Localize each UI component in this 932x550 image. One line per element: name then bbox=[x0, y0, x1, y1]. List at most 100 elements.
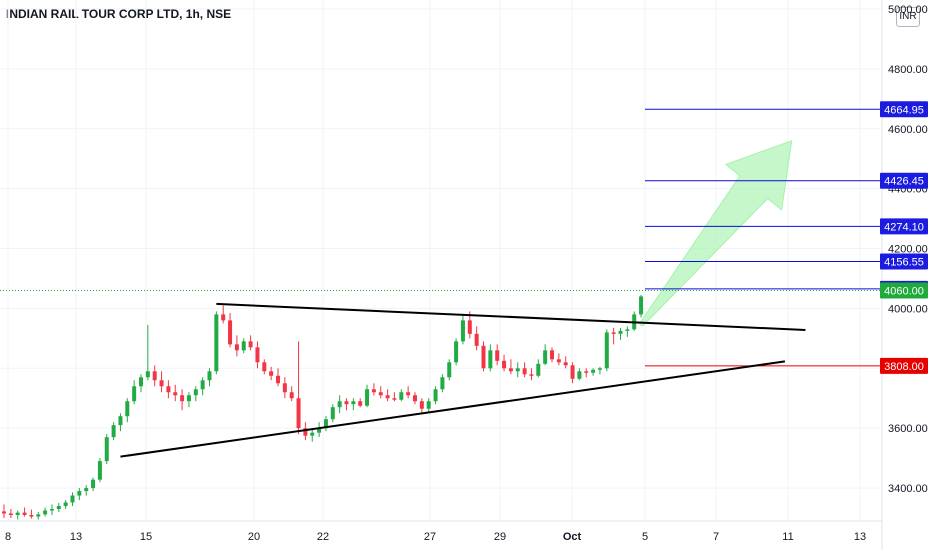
price-levels bbox=[0, 108, 882, 367]
grid bbox=[0, 0, 882, 521]
candle-body bbox=[474, 333, 479, 346]
target-price-label-bg bbox=[880, 172, 928, 189]
candle-body bbox=[413, 395, 417, 402]
candle-body bbox=[447, 362, 452, 378]
candle-body bbox=[56, 506, 61, 510]
time-tick-label: Oct bbox=[563, 531, 582, 543]
candle-body bbox=[323, 419, 328, 429]
candle-body bbox=[255, 347, 260, 363]
candle-body bbox=[563, 362, 568, 366]
current-price-label-bg bbox=[880, 282, 928, 299]
candle-body bbox=[84, 488, 89, 492]
candle-body bbox=[495, 350, 500, 361]
candle-body bbox=[166, 386, 171, 393]
candle-body bbox=[186, 395, 191, 402]
candle-body bbox=[508, 368, 513, 372]
candle-body bbox=[234, 344, 239, 351]
candle-body bbox=[282, 383, 287, 393]
target-arrow bbox=[638, 139, 793, 327]
candle-body bbox=[269, 371, 274, 376]
candle-body bbox=[159, 380, 164, 387]
price-tick-label: 3400.00 bbox=[888, 483, 928, 495]
candle-body bbox=[460, 320, 465, 342]
candle-body bbox=[193, 389, 198, 396]
candle-body bbox=[365, 389, 370, 406]
time-tick-label: 20 bbox=[248, 531, 260, 543]
candle-body bbox=[378, 392, 383, 396]
candle-body bbox=[22, 512, 27, 516]
candle-body bbox=[8, 513, 13, 516]
target-price-label: 4426.45 bbox=[884, 176, 924, 188]
candle-body bbox=[399, 392, 404, 400]
target-price-label-bg bbox=[880, 253, 928, 270]
candle-body bbox=[221, 314, 226, 321]
candle-body bbox=[550, 350, 554, 360]
candle-body bbox=[248, 341, 253, 348]
candle-body bbox=[481, 345, 486, 369]
time-tick-label: 11 bbox=[782, 531, 793, 543]
candle-body bbox=[543, 350, 548, 364]
time-tick-label: 5 bbox=[642, 531, 648, 543]
candle-body bbox=[529, 374, 534, 376]
candle-body bbox=[639, 296, 644, 315]
candle-body bbox=[125, 401, 130, 417]
candle-body bbox=[440, 377, 445, 390]
candle-body bbox=[406, 392, 411, 396]
candle-body bbox=[118, 416, 123, 426]
candle-body bbox=[344, 401, 349, 405]
candle-body bbox=[488, 350, 493, 369]
candle-body bbox=[241, 341, 246, 351]
candle-body bbox=[104, 437, 109, 462]
candle-body bbox=[132, 386, 137, 402]
price-axis[interactable]: 3400.003600.003800.004000.004200.004400.… bbox=[881, 0, 928, 550]
price-tick-label: 4800.00 bbox=[888, 64, 928, 76]
candle-body bbox=[2, 511, 6, 514]
target-price-label: 4156.55 bbox=[884, 257, 924, 269]
target-price-label: 4664.95 bbox=[884, 104, 924, 116]
candle-body bbox=[618, 330, 623, 334]
candles bbox=[2, 294, 644, 520]
candle-body bbox=[214, 314, 219, 372]
candle-body bbox=[385, 395, 390, 399]
candle-body bbox=[522, 368, 527, 375]
target-price-label-bg bbox=[880, 218, 928, 235]
candle-body bbox=[358, 401, 363, 406]
time-tick-label: 7 bbox=[713, 531, 719, 543]
price-tick-label: 4000.00 bbox=[888, 303, 928, 315]
time-axis[interactable]: 8 13 15 20 22 27 29 Oct 5 7 11 13 bbox=[0, 520, 882, 543]
candle-body bbox=[597, 368, 602, 370]
candle-body bbox=[200, 380, 205, 390]
time-tick-label: 8 bbox=[5, 531, 11, 543]
candle-body bbox=[392, 398, 397, 400]
candle-body bbox=[70, 495, 75, 503]
candle-body bbox=[207, 371, 212, 381]
currency-button[interactable]: INR bbox=[896, 7, 920, 27]
candle-body bbox=[97, 461, 102, 480]
candle-body bbox=[584, 371, 589, 373]
candle-body bbox=[337, 401, 342, 408]
candle-body bbox=[467, 320, 472, 334]
price-tick-label: 3600.00 bbox=[888, 423, 928, 435]
candle-body bbox=[180, 395, 185, 402]
candle-body bbox=[591, 369, 596, 373]
bullish-arrow bbox=[638, 139, 793, 327]
candle-body bbox=[611, 332, 616, 334]
candle-body bbox=[570, 365, 575, 379]
time-tick-label: 29 bbox=[494, 531, 506, 543]
candle-body bbox=[454, 341, 459, 363]
stop-price-label: 3808.00 bbox=[884, 361, 924, 373]
candle-body bbox=[515, 368, 520, 372]
candle-body bbox=[49, 509, 54, 511]
candle-body bbox=[625, 329, 630, 331]
price-tick-label: 4600.00 bbox=[888, 124, 928, 136]
candle-body bbox=[111, 425, 116, 438]
candle-body bbox=[426, 401, 431, 409]
candle-body bbox=[63, 502, 68, 507]
candle-body bbox=[371, 389, 376, 393]
candle-body bbox=[577, 371, 582, 379]
candle-body bbox=[536, 363, 541, 376]
time-tick-label: 15 bbox=[140, 531, 152, 543]
candle-body bbox=[310, 432, 315, 436]
price-tick-label: 4200.00 bbox=[888, 244, 928, 256]
